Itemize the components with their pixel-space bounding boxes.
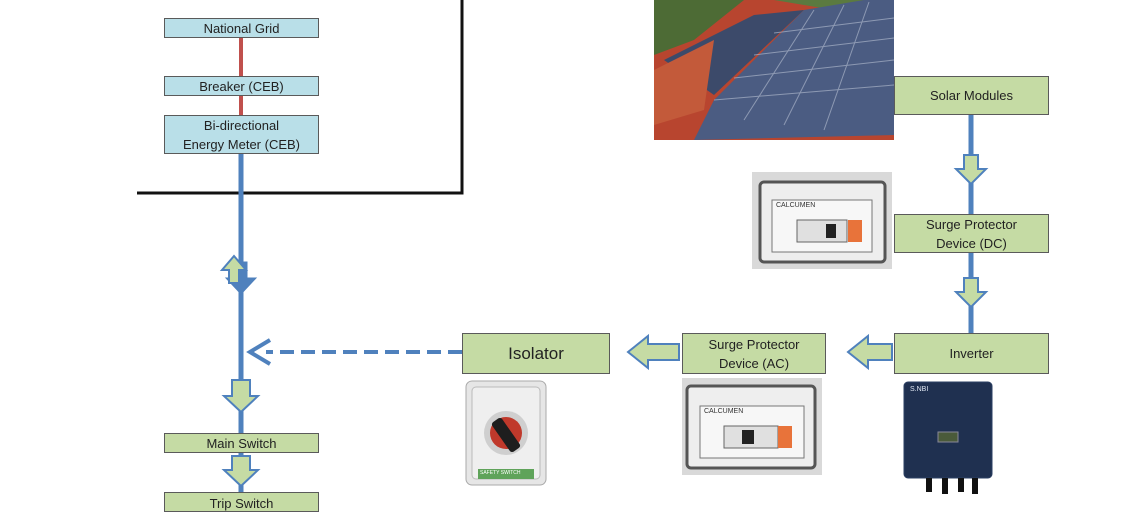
main-switch-label: Main Switch [206,435,277,451]
left-arrow-icon [846,333,893,371]
inverter-label: Inverter [949,346,994,361]
utility-boundary [137,0,464,195]
isolator-photo: SAFETY SWITCH [462,377,550,489]
trip-switch-box: Trip Switch [164,492,319,512]
energy-meter-label-line2: Energy Meter (CEB) [182,136,301,152]
isolator-box: Isolator [462,333,610,374]
dashed-arrow-head-icon [246,338,272,366]
down-arrow-icon [953,277,989,309]
spd-dc-photo: CALCUMEN [752,172,892,269]
solar-modules-box: Solar Modules [894,76,1049,115]
solar-modules-label: Solar Modules [929,88,1014,103]
solar-panel-photo [654,0,894,140]
energy-meter-box: Bi-directional Energy Meter (CEB) [164,115,319,154]
spd-ac-brand: CALCUMEN [704,408,744,415]
inverter-brand: S.NBI [910,386,929,393]
breaker-label: Breaker (CEB) [199,78,284,94]
spd-dc-label-line1: Surge Protector [925,216,1018,232]
spd-dc-label-line2: Device (DC) [936,235,1007,251]
national-grid-box: National Grid [164,18,319,38]
export-arrow-icon [219,254,249,284]
down-arrow-icon [221,379,261,414]
inverter-photo: S.NBI [902,380,994,498]
main-switch-box: Main Switch [164,433,319,453]
energy-meter-label-line1: Bi-directional [203,117,280,133]
down-arrow-icon [953,154,989,186]
isolator-label: SAFETY SWITCH [480,470,521,476]
down-arrow-icon [221,455,261,488]
spd-ac-label-line2: Device (AC) [718,355,790,371]
breaker-box: Breaker (CEB) [164,76,319,96]
spd-dc-brand: CALCUMEN [776,202,816,209]
isolator-label-text: Isolator [508,344,564,363]
spd-ac-photo: CALCUMEN [682,378,822,475]
left-arrow-icon [626,333,680,371]
inverter-box: Inverter [894,333,1049,374]
spd-ac-label-line1: Surge Protector [708,336,800,352]
spd-ac-box: Surge Protector Device (AC) [682,333,826,374]
national-grid-label: National Grid [203,20,280,36]
spd-dc-box: Surge Protector Device (DC) [894,214,1049,253]
trip-switch-label: Trip Switch [209,496,274,511]
